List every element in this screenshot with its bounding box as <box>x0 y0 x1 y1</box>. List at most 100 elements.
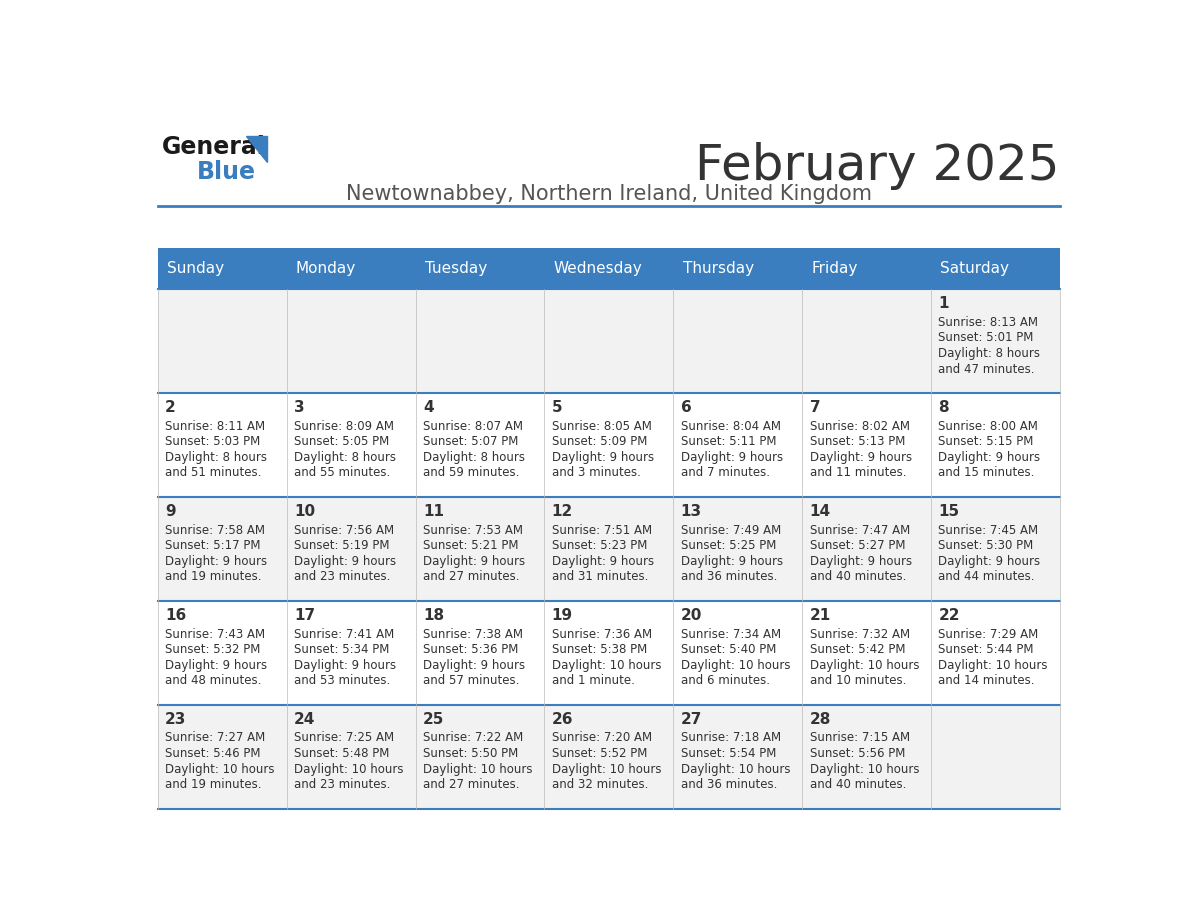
Bar <box>931 248 1060 289</box>
Text: and 32 minutes.: and 32 minutes. <box>551 778 649 791</box>
Bar <box>544 497 674 600</box>
Text: 1: 1 <box>939 297 949 311</box>
Text: and 3 minutes.: and 3 minutes. <box>551 466 640 479</box>
Text: Sunrise: 7:15 AM: Sunrise: 7:15 AM <box>809 732 910 744</box>
Text: Wednesday: Wednesday <box>554 261 643 276</box>
Text: Sunset: 5:25 PM: Sunset: 5:25 PM <box>681 539 776 553</box>
Text: and 48 minutes.: and 48 minutes. <box>165 674 261 688</box>
Text: and 15 minutes.: and 15 minutes. <box>939 466 1035 479</box>
Text: Sunset: 5:09 PM: Sunset: 5:09 PM <box>551 435 647 448</box>
Text: 23: 23 <box>165 711 187 727</box>
Bar <box>158 497 286 600</box>
Text: Sunset: 5:15 PM: Sunset: 5:15 PM <box>939 435 1034 448</box>
Text: Sunrise: 8:09 AM: Sunrise: 8:09 AM <box>293 420 394 432</box>
Bar <box>544 600 674 705</box>
Bar <box>416 600 544 705</box>
Bar <box>931 289 1060 393</box>
Text: Daylight: 10 hours: Daylight: 10 hours <box>681 763 790 776</box>
Text: and 40 minutes.: and 40 minutes. <box>809 778 906 791</box>
Text: Sunrise: 8:02 AM: Sunrise: 8:02 AM <box>809 420 910 432</box>
Text: Friday: Friday <box>811 261 858 276</box>
Bar <box>416 289 544 393</box>
Bar <box>416 248 544 289</box>
Text: Sunrise: 7:58 AM: Sunrise: 7:58 AM <box>165 523 265 537</box>
Text: and 27 minutes.: and 27 minutes. <box>423 778 519 791</box>
Text: Sunrise: 8:11 AM: Sunrise: 8:11 AM <box>165 420 265 432</box>
Bar <box>544 248 674 289</box>
Text: Sunrise: 7:25 AM: Sunrise: 7:25 AM <box>293 732 394 744</box>
Text: Sunset: 5:30 PM: Sunset: 5:30 PM <box>939 539 1034 553</box>
Text: Daylight: 10 hours: Daylight: 10 hours <box>293 763 404 776</box>
Text: Thursday: Thursday <box>682 261 753 276</box>
Bar <box>931 393 1060 497</box>
Text: Sunset: 5:34 PM: Sunset: 5:34 PM <box>293 644 390 656</box>
Text: Sunrise: 7:32 AM: Sunrise: 7:32 AM <box>809 628 910 641</box>
Text: and 59 minutes.: and 59 minutes. <box>423 466 519 479</box>
Text: Sunrise: 7:56 AM: Sunrise: 7:56 AM <box>293 523 394 537</box>
Text: Sunset: 5:21 PM: Sunset: 5:21 PM <box>423 539 518 553</box>
Text: Sunrise: 8:13 AM: Sunrise: 8:13 AM <box>939 316 1038 329</box>
Bar <box>802 497 931 600</box>
Text: Daylight: 8 hours: Daylight: 8 hours <box>423 451 525 464</box>
Text: and 44 minutes.: and 44 minutes. <box>939 570 1035 583</box>
Text: Daylight: 9 hours: Daylight: 9 hours <box>681 554 783 567</box>
Text: 28: 28 <box>809 711 830 727</box>
Text: Sunrise: 7:27 AM: Sunrise: 7:27 AM <box>165 732 265 744</box>
Text: Daylight: 9 hours: Daylight: 9 hours <box>423 554 525 567</box>
Text: Sunset: 5:36 PM: Sunset: 5:36 PM <box>423 644 518 656</box>
Text: Sunrise: 7:22 AM: Sunrise: 7:22 AM <box>423 732 523 744</box>
Bar <box>802 600 931 705</box>
Text: 4: 4 <box>423 400 434 415</box>
Bar <box>674 393 802 497</box>
Bar <box>931 600 1060 705</box>
Text: and 53 minutes.: and 53 minutes. <box>293 674 390 688</box>
Text: and 31 minutes.: and 31 minutes. <box>551 570 649 583</box>
Bar <box>674 289 802 393</box>
Text: and 23 minutes.: and 23 minutes. <box>293 778 391 791</box>
Text: and 14 minutes.: and 14 minutes. <box>939 674 1035 688</box>
Text: Sunset: 5:11 PM: Sunset: 5:11 PM <box>681 435 776 448</box>
Text: and 6 minutes.: and 6 minutes. <box>681 674 770 688</box>
Text: 26: 26 <box>551 711 574 727</box>
Text: February 2025: February 2025 <box>695 142 1060 190</box>
Text: and 27 minutes.: and 27 minutes. <box>423 570 519 583</box>
Text: 9: 9 <box>165 504 176 519</box>
Text: Sunday: Sunday <box>166 261 225 276</box>
Text: 8: 8 <box>939 400 949 415</box>
Text: Sunset: 5:46 PM: Sunset: 5:46 PM <box>165 747 260 760</box>
Bar <box>544 705 674 809</box>
Bar <box>286 705 416 809</box>
Text: and 40 minutes.: and 40 minutes. <box>809 570 906 583</box>
Text: Daylight: 8 hours: Daylight: 8 hours <box>165 451 267 464</box>
Text: Daylight: 10 hours: Daylight: 10 hours <box>551 763 662 776</box>
Text: Sunrise: 7:49 AM: Sunrise: 7:49 AM <box>681 523 781 537</box>
Text: Sunset: 5:56 PM: Sunset: 5:56 PM <box>809 747 905 760</box>
Text: 3: 3 <box>293 400 304 415</box>
Text: 25: 25 <box>423 711 444 727</box>
Text: and 47 minutes.: and 47 minutes. <box>939 363 1035 375</box>
Text: Sunrise: 7:45 AM: Sunrise: 7:45 AM <box>939 523 1038 537</box>
Bar <box>802 248 931 289</box>
Text: Daylight: 9 hours: Daylight: 9 hours <box>939 451 1041 464</box>
Text: 11: 11 <box>423 504 444 519</box>
Text: Sunset: 5:13 PM: Sunset: 5:13 PM <box>809 435 905 448</box>
Text: Sunset: 5:44 PM: Sunset: 5:44 PM <box>939 644 1034 656</box>
Text: and 19 minutes.: and 19 minutes. <box>165 778 261 791</box>
Text: Sunset: 5:42 PM: Sunset: 5:42 PM <box>809 644 905 656</box>
Bar <box>158 705 286 809</box>
Text: 15: 15 <box>939 504 960 519</box>
Bar <box>158 600 286 705</box>
Bar <box>674 600 802 705</box>
Bar <box>416 393 544 497</box>
Text: Sunrise: 8:04 AM: Sunrise: 8:04 AM <box>681 420 781 432</box>
Text: Daylight: 10 hours: Daylight: 10 hours <box>681 659 790 672</box>
Text: and 36 minutes.: and 36 minutes. <box>681 778 777 791</box>
Text: and 7 minutes.: and 7 minutes. <box>681 466 770 479</box>
Bar <box>416 705 544 809</box>
Bar <box>286 393 416 497</box>
Text: Sunset: 5:38 PM: Sunset: 5:38 PM <box>551 644 647 656</box>
Text: 16: 16 <box>165 608 187 622</box>
Text: Sunrise: 8:07 AM: Sunrise: 8:07 AM <box>423 420 523 432</box>
Text: Daylight: 10 hours: Daylight: 10 hours <box>551 659 662 672</box>
Text: Sunset: 5:07 PM: Sunset: 5:07 PM <box>423 435 518 448</box>
